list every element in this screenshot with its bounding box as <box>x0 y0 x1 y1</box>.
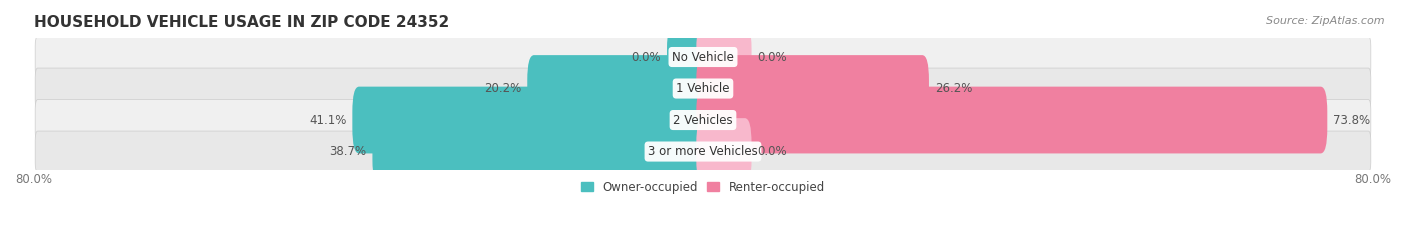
FancyBboxPatch shape <box>35 68 1371 109</box>
Text: 38.7%: 38.7% <box>329 145 367 158</box>
Text: 2 Vehicles: 2 Vehicles <box>673 113 733 127</box>
FancyBboxPatch shape <box>527 55 710 122</box>
Legend: Owner-occupied, Renter-occupied: Owner-occupied, Renter-occupied <box>581 181 825 194</box>
Text: 0.0%: 0.0% <box>758 145 787 158</box>
Text: 41.1%: 41.1% <box>309 113 346 127</box>
FancyBboxPatch shape <box>696 87 1327 154</box>
Text: 0.0%: 0.0% <box>631 51 661 64</box>
Text: 26.2%: 26.2% <box>935 82 972 95</box>
Text: 73.8%: 73.8% <box>1333 113 1371 127</box>
FancyBboxPatch shape <box>373 118 710 185</box>
Text: Source: ZipAtlas.com: Source: ZipAtlas.com <box>1267 16 1385 26</box>
FancyBboxPatch shape <box>35 131 1371 172</box>
Text: 1 Vehicle: 1 Vehicle <box>676 82 730 95</box>
Text: 20.2%: 20.2% <box>484 82 522 95</box>
FancyBboxPatch shape <box>35 37 1371 78</box>
Text: 0.0%: 0.0% <box>758 51 787 64</box>
FancyBboxPatch shape <box>353 87 710 154</box>
FancyBboxPatch shape <box>696 24 752 90</box>
FancyBboxPatch shape <box>35 99 1371 140</box>
Text: No Vehicle: No Vehicle <box>672 51 734 64</box>
Text: 3 or more Vehicles: 3 or more Vehicles <box>648 145 758 158</box>
FancyBboxPatch shape <box>666 24 710 90</box>
Text: HOUSEHOLD VEHICLE USAGE IN ZIP CODE 24352: HOUSEHOLD VEHICLE USAGE IN ZIP CODE 2435… <box>34 15 449 30</box>
FancyBboxPatch shape <box>696 55 929 122</box>
FancyBboxPatch shape <box>696 118 752 185</box>
